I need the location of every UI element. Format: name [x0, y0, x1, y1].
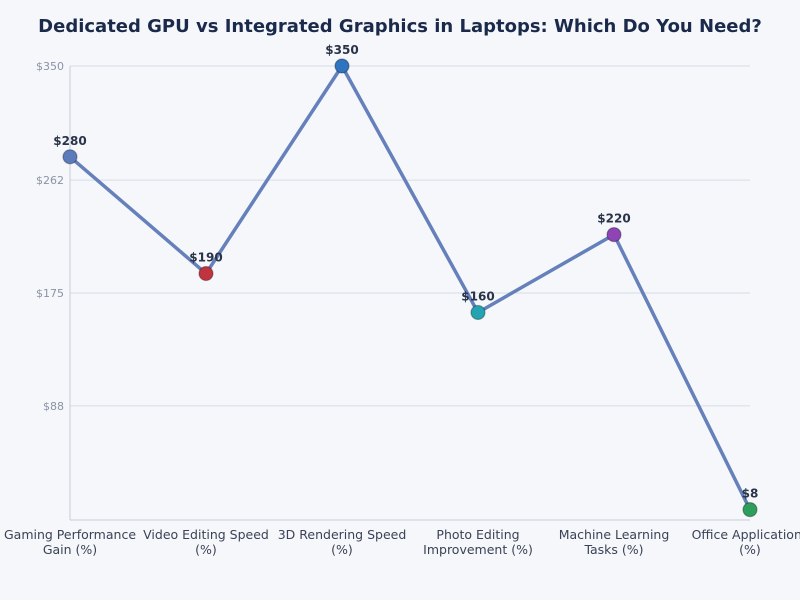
- data-point: [470, 304, 486, 321]
- x-tick-label: Improvement (%): [423, 542, 533, 557]
- data-label: $280: [53, 134, 86, 148]
- x-tick-label: Gain (%): [43, 542, 97, 557]
- chart-title: Dedicated GPU vs Integrated Graphics in …: [38, 16, 762, 37]
- data-label: $220: [597, 212, 630, 226]
- x-tick-label: Tasks (%): [583, 542, 643, 557]
- y-tick-label: $175: [36, 287, 64, 300]
- x-tick-label: (%): [195, 542, 217, 557]
- data-point: [606, 227, 622, 243]
- data-label: $350: [325, 43, 358, 57]
- x-tick-label: Machine Learning: [559, 527, 670, 542]
- x-tick-label: (%): [331, 542, 353, 557]
- data-label: $190: [189, 251, 222, 265]
- x-tick-label: (%): [739, 542, 761, 557]
- y-tick-label: $350: [36, 60, 64, 73]
- data-point: [334, 58, 350, 74]
- data-label: $8: [742, 487, 759, 501]
- series-line: [68, 64, 752, 511]
- x-tick-label: 3D Rendering Speed: [278, 527, 407, 542]
- y-tick-label: $262: [36, 174, 64, 187]
- x-tick-label: Photo Editing: [436, 527, 519, 542]
- y-tick-label: $88: [43, 400, 64, 413]
- x-tick-label: Office Applications: [692, 527, 800, 542]
- x-tick-label: Video Editing Speed: [143, 527, 269, 542]
- data-point: [62, 149, 78, 165]
- data-point: [198, 265, 214, 282]
- data-label: $160: [461, 289, 494, 303]
- data-point: [742, 502, 758, 518]
- x-tick-label: Gaming Performance: [4, 527, 136, 542]
